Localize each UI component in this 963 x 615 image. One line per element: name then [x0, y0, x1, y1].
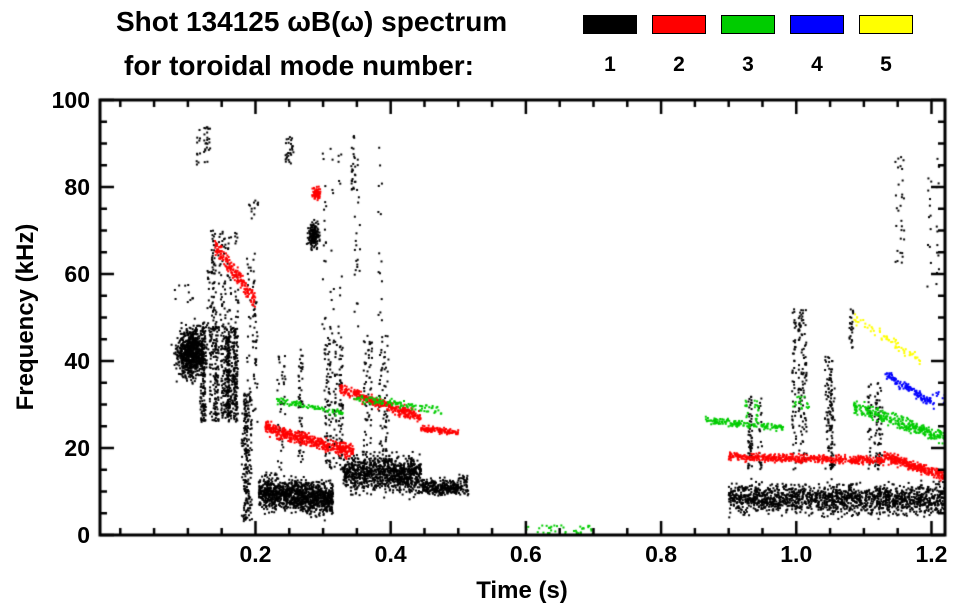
x-tick-label-0.8: 0.8 [645, 541, 678, 567]
legend-label-mode-3: 3 [742, 53, 754, 76]
legend-swatch-mode-1 [583, 15, 637, 34]
legend-swatches [583, 15, 913, 34]
y-tick-label-60: 60 [64, 261, 90, 287]
legend-label-mode-5: 5 [880, 53, 892, 76]
x-tick-label-1.2: 1.2 [915, 541, 948, 567]
x-tick-label-0.4: 0.4 [374, 541, 407, 567]
legend-swatch-mode-3 [721, 15, 775, 34]
y-tick-label-80: 80 [64, 174, 90, 200]
figure-title-line1: Shot 134125 ωB(ω) spectrum [116, 6, 508, 37]
x-axis-title: Time (s) [476, 577, 568, 604]
legend-label-mode-1: 1 [604, 53, 616, 76]
x-tick-label-0.6: 0.6 [509, 541, 542, 567]
y-axis-title: Frequency (kHz) [12, 223, 39, 411]
x-tick-label-0.2: 0.2 [239, 541, 272, 567]
y-tick-label-20: 20 [64, 435, 90, 461]
legend-swatch-mode-4 [790, 15, 844, 34]
legend-mode-numbers: 1 2 3 4 5 [583, 53, 913, 77]
y-tick-label-40: 40 [64, 348, 90, 374]
legend-swatch-mode-2 [652, 15, 706, 34]
y-tick-label-0: 0 [77, 522, 90, 548]
figure-title-line2: for toroidal mode number: [124, 50, 474, 81]
legend-label-mode-2: 2 [673, 53, 685, 76]
y-tick-label-100: 100 [51, 87, 90, 113]
legend-swatch-mode-5 [859, 15, 913, 34]
legend-label-mode-4: 4 [811, 53, 823, 76]
x-tick-label-1.0: 1.0 [780, 541, 813, 567]
